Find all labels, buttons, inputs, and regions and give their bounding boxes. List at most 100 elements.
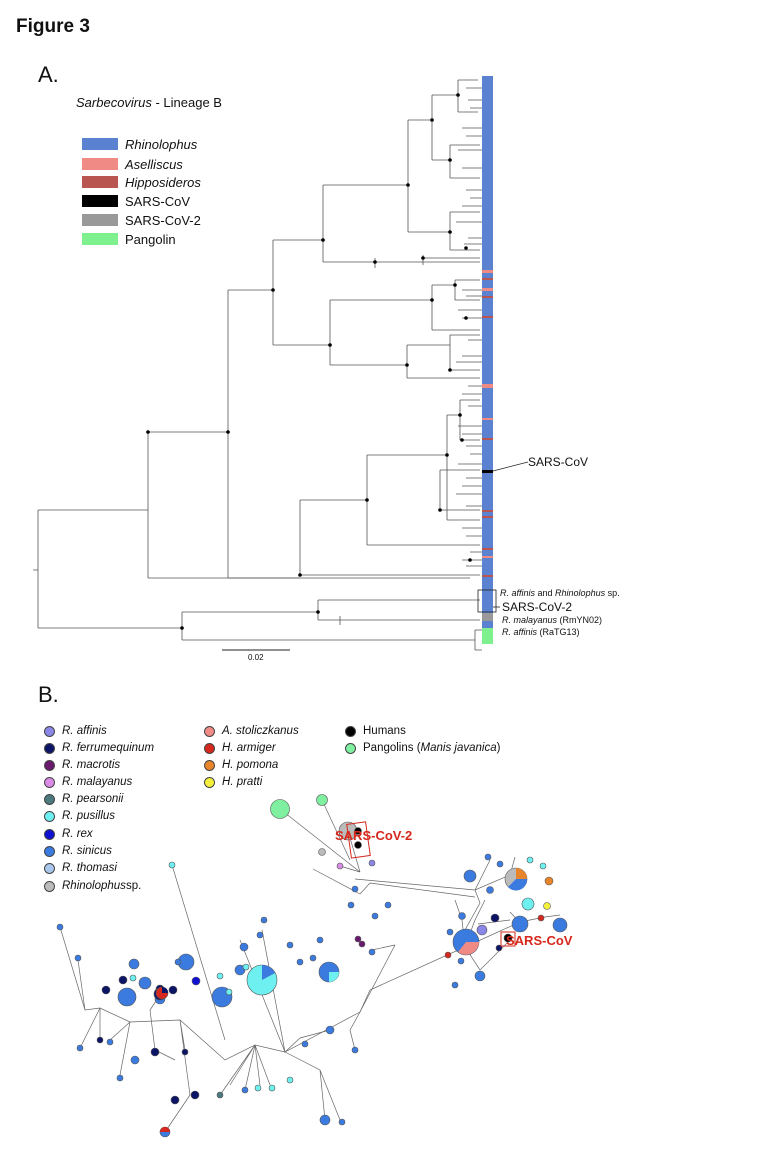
- label-part: and: [535, 588, 556, 598]
- legend-b-item: R. ferrumequinum: [44, 740, 154, 756]
- legend-dot: [44, 759, 55, 771]
- legend-a-item: Rhinolophus: [82, 136, 198, 152]
- legend-label: Pangolins (: [363, 742, 421, 754]
- legend-b-item: Pangolins (Manis javanica): [345, 740, 500, 756]
- legend-b-item: R. affinis: [44, 723, 107, 739]
- haplotype-network: [56, 794, 568, 1138]
- label-part: R. malayanus: [502, 615, 558, 625]
- legend-swatch: [82, 195, 118, 207]
- legend-b-item: H. armiger: [204, 740, 276, 756]
- legend-label: Manis javanica: [420, 742, 497, 754]
- legend-label: R. thomasi: [62, 862, 117, 874]
- legend-dot: [44, 862, 55, 874]
- legend-label: SARS-CoV-2: [125, 212, 201, 228]
- legend-label: sp.: [125, 880, 142, 892]
- label-r-affinis-ratg13: R. affinis (RaTG13): [502, 627, 580, 637]
- label-part: sp.: [605, 588, 620, 598]
- legend-b-item: Humans: [345, 723, 406, 739]
- tip-color-bar: [477, 76, 497, 644]
- panel-a-letter: A.: [38, 62, 59, 87]
- legend-b-item: R. sinicus: [44, 843, 112, 859]
- legend-dot: [44, 793, 55, 805]
- label-sars-cov-2-tree: SARS-CoV-2: [502, 600, 573, 614]
- label-part: (RmYN02): [557, 615, 603, 625]
- legend-dot: [44, 776, 55, 788]
- legend-dot: [204, 776, 215, 788]
- label-r-affinis-rhinolophus: R. affinis and Rhinolophus sp.: [500, 588, 620, 598]
- legend-swatch: [82, 214, 118, 226]
- legend-b-item: R. pusillus: [44, 808, 115, 824]
- legend-label: Pangolin: [125, 231, 176, 247]
- label-sars-cov-2-network: SARS-CoV-2: [335, 828, 413, 843]
- legend-dot: [44, 725, 55, 737]
- tree-title-rest: - Lineage B: [151, 95, 222, 110]
- legend-label: R. malayanus: [62, 776, 133, 788]
- legend-swatch: [82, 158, 118, 170]
- label-part: Rhinolophus: [555, 588, 606, 598]
- legend-b-item: R. pearsonii: [44, 791, 123, 807]
- tree-title-italic: Sarbecovirus: [76, 95, 152, 110]
- legend-b-item: H. pratti: [204, 774, 262, 790]
- legend-dot: [44, 880, 55, 892]
- legend-b-item: H. pomona: [204, 757, 278, 773]
- legend-b-item: R. rex: [44, 826, 93, 842]
- label-sars-cov-network: SARS-CoV: [506, 933, 573, 948]
- legend-swatch: [82, 176, 118, 188]
- legend-label: Rhinolophus: [125, 136, 198, 152]
- legend-label: R. pusillus: [62, 810, 116, 822]
- legend-dot: [204, 725, 215, 737]
- legend-label: SARS-CoV: [125, 193, 191, 209]
- legend-label: H. pomona: [222, 759, 279, 771]
- network-edges: [59, 799, 561, 1133]
- legend-a-item: Pangolin: [82, 231, 176, 247]
- legend-b-item: R. macrotis: [44, 757, 120, 773]
- label-r-malayanus: R. malayanus (RmYN02): [502, 615, 602, 625]
- sars-cov-2-highlight-box: [346, 821, 371, 859]
- legend-b-item: Rhinolophus sp.: [44, 878, 141, 894]
- label-part: R. affinis: [502, 627, 538, 637]
- legend-dot: [44, 845, 55, 857]
- legend-a-item: Hipposideros: [82, 174, 201, 190]
- legend-label: R. affinis: [62, 725, 107, 737]
- legend-label: H. armiger: [222, 742, 276, 754]
- legend-label: R. sinicus: [62, 845, 112, 857]
- legend-dot: [204, 759, 215, 771]
- legend-dot: [345, 725, 356, 737]
- legend-b-item: R. malayanus: [44, 774, 132, 790]
- legend-label: Rhinolophus: [62, 880, 126, 892]
- legend-b-item: R. thomasi: [44, 860, 117, 876]
- legend-dot: [204, 742, 215, 754]
- legend-dot: [44, 810, 55, 822]
- legend-a-item: SARS-CoV: [82, 193, 191, 209]
- legend-label: Hipposideros: [125, 174, 201, 190]
- legend-swatch: [82, 138, 118, 150]
- legend-swatch: [82, 233, 118, 245]
- label-part: R. affinis: [500, 588, 536, 598]
- scale-bar-label: 0.02: [248, 653, 264, 662]
- legend-dot: [44, 828, 55, 840]
- legend-b-item: A. stoliczkanus: [204, 723, 299, 739]
- legend-label: R. rex: [62, 828, 93, 840]
- legend-label: Humans: [363, 725, 406, 737]
- label-sars-cov-tree: SARS-CoV: [528, 455, 589, 469]
- tree-nodes: [146, 93, 472, 630]
- tree-branches: [33, 79, 482, 651]
- label-part: (RaTG13): [537, 627, 580, 637]
- legend-dot: [345, 742, 356, 754]
- legend-label: R. macrotis: [62, 759, 121, 771]
- figure-title: Figure 3: [16, 16, 90, 37]
- legend-dot: [44, 742, 55, 754]
- network-nodes: [56, 794, 568, 1138]
- legend-label: Aselliscus: [125, 156, 183, 172]
- legend-label: H. pratti: [222, 776, 263, 788]
- panel-b-letter: B.: [38, 682, 59, 707]
- phylogenetic-tree: [33, 76, 529, 651]
- legend-a-item: Aselliscus: [82, 156, 183, 172]
- legend-label: R. ferrumequinum: [62, 742, 155, 754]
- tree-title: Sarbecovirus - Lineage B: [76, 95, 222, 110]
- legend-a-item: SARS-CoV-2: [82, 212, 201, 228]
- legend-label: ): [496, 742, 501, 754]
- legend-label: R. pearsonii: [62, 793, 124, 805]
- legend-label: A. stoliczkanus: [222, 725, 299, 737]
- sars-cov-highlight-box: [500, 931, 516, 947]
